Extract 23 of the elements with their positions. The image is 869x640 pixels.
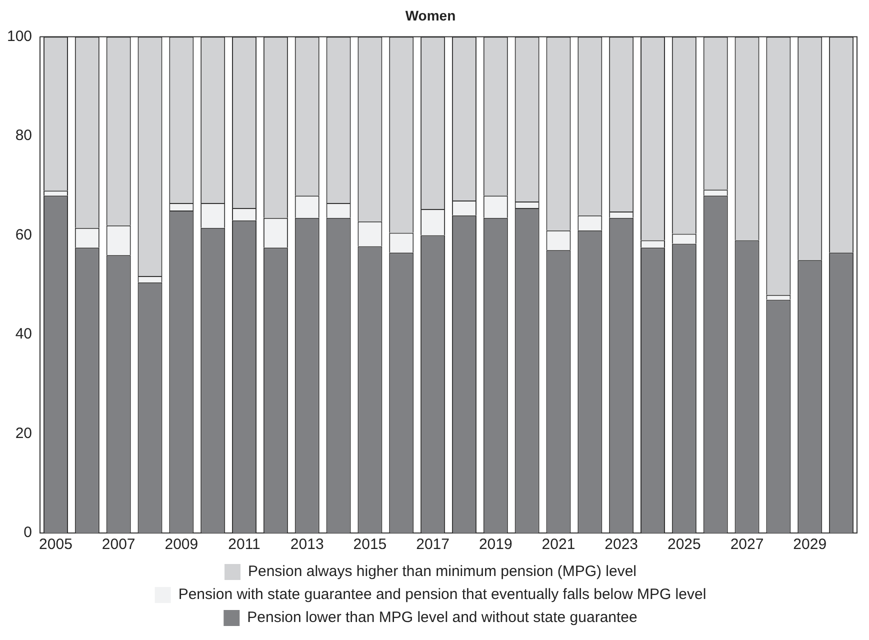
legend-label: Pension lower than MPG level and without state guarantee [247,609,638,626]
x-tick-label: 2009 [164,536,198,554]
y-tick-label: 20 [15,424,32,442]
y-tick-label: 40 [15,326,32,343]
chart-title: Women [405,7,456,24]
x-tick-label: 2013 [290,536,324,554]
y-tick-label: 100 [6,28,32,45]
x-tick-label: 2005 [39,536,72,554]
legend-label: Pension always higher than minimum pension (MPG) level [248,563,637,580]
x-tick-label: 2025 [667,536,701,554]
x-tick-label: 2021 [542,536,576,554]
x-tick-label: 2023 [604,536,638,554]
x-tick-label: 2027 [730,536,764,554]
x-tick-label: 2019 [478,536,512,554]
y-tick-label: 60 [15,226,32,244]
x-tick-label: 2015 [353,536,387,554]
x-tick-label: 2011 [228,536,260,554]
x-tick-label: 2017 [416,536,450,554]
y-tick-label: 0 [24,524,32,542]
x-tick-label: 2007 [102,536,136,554]
x-tick-label: 2029 [793,536,827,554]
y-tick-label: 80 [15,127,32,144]
legend-label: Pension with state guarantee and pension that eventually falls below MPG level [178,586,706,604]
